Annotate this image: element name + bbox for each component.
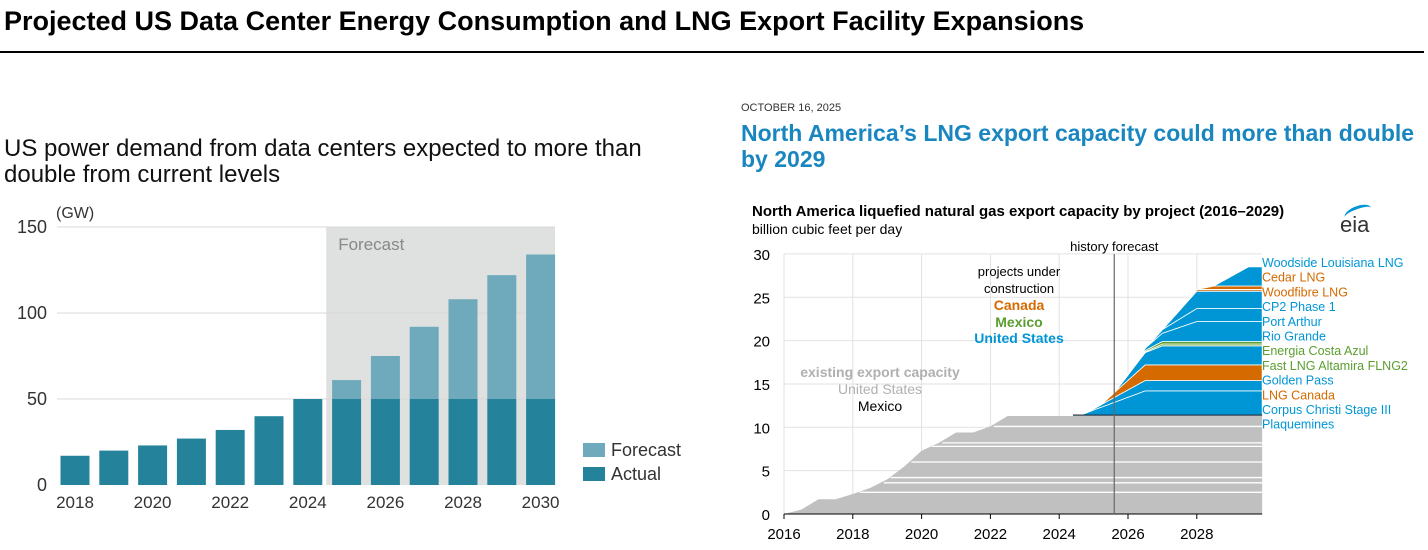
bar-actual-2027 [409, 399, 439, 485]
x-tick-label: 2028 [1180, 526, 1213, 543]
annotation-canada: Canada [994, 297, 1045, 313]
legend-label-project: Fast LNG Altamira FLNG2 [1262, 359, 1408, 373]
x-tick-label: 2022 [974, 526, 1007, 543]
legend-label-project: Energia Costa Azul [1262, 344, 1368, 358]
y-tick-label: 15 [753, 377, 770, 394]
y-tick-label: 5 [762, 464, 770, 481]
y-tick-label: 50 [27, 389, 47, 409]
y-tick-label: 100 [17, 303, 47, 323]
existing-capacity-area [784, 416, 1263, 514]
legend-label-project: Plaquemines [1262, 418, 1334, 432]
right-chart-headline: North America’s LNG export capacity coul… [741, 120, 1415, 172]
left-chart-headline: US power demand from data centers expect… [4, 135, 642, 188]
bar-forecast-2028 [448, 299, 478, 399]
legend-label-project: Golden Pass [1262, 374, 1334, 388]
x-tick-label: 2020 [905, 526, 938, 543]
legend-label-forecast: Forecast [611, 440, 681, 460]
bar-actual-2023 [254, 416, 284, 485]
project-area-plaquemines [1072, 390, 1263, 416]
legend-label-project: Corpus Christi Stage III [1262, 403, 1391, 417]
x-tick-label: 2024 [1043, 526, 1076, 543]
bar-forecast-2026 [370, 356, 400, 399]
y-tick-label: 25 [753, 290, 770, 307]
annotation-mexico: Mexico [995, 314, 1042, 330]
y-tick-label: 30 [753, 247, 770, 264]
bar-actual-2029 [487, 399, 517, 485]
x-tick-label: 2016 [767, 526, 800, 543]
legend-swatch-forecast [583, 443, 605, 457]
legend-label-project: Woodfibre LNG [1262, 285, 1348, 299]
lng-chart-unit: billion cubic feet per day [752, 221, 903, 237]
annotation-existing-mexico: Mexico [858, 398, 903, 414]
project-area-woodside-louisiana-lng [1072, 266, 1263, 416]
legend-label-project: CP2 Phase 1 [1262, 300, 1336, 314]
x-tick-label: 2026 [1111, 526, 1144, 543]
x-tick-label: 2028 [444, 493, 482, 512]
y-tick-label: 0 [762, 507, 770, 524]
eia-logo: eia [1340, 201, 1374, 238]
x-tick-label: 2026 [366, 493, 404, 512]
bar-actual-2021 [176, 438, 206, 485]
bar-actual-2019 [99, 450, 129, 485]
bar-actual-2030 [526, 399, 556, 485]
annotation-existing-us: United States [838, 381, 922, 397]
legend-label-project: Cedar LNG [1262, 271, 1325, 285]
annotation-existing: existing export capacity [800, 364, 960, 380]
legend-label-project: Woodside Louisiana LNG [1262, 256, 1404, 270]
y-tick-label: 150 [17, 217, 47, 237]
y-axis-unit: (GW) [56, 205, 94, 222]
annotation-under-construction: projects under [978, 264, 1061, 279]
bar-actual-2018 [60, 455, 90, 485]
x-tick-label: 2030 [522, 493, 560, 512]
article-date: OCTOBER 16, 2025 [741, 102, 842, 114]
x-tick-label: 2018 [836, 526, 869, 543]
title-divider [0, 51, 1424, 53]
annotation-united-states: United States [974, 330, 1064, 346]
bar-forecast-2025 [332, 380, 362, 399]
bar-actual-2020 [138, 445, 168, 485]
lng-chart-title: North America liquefied natural gas expo… [752, 203, 1285, 220]
bar-forecast-2030 [526, 254, 556, 399]
bar-actual-2022 [215, 429, 245, 485]
legend-label-project: Port Arthur [1262, 315, 1322, 329]
y-tick-label: 20 [753, 334, 770, 351]
history-forecast-label: history forecast [1070, 239, 1159, 254]
legend-label-project: Rio Grande [1262, 330, 1326, 344]
legend-label-actual: Actual [611, 464, 661, 484]
x-tick-label: 2022 [211, 493, 249, 512]
forecast-region [326, 227, 555, 485]
bar-actual-2028 [448, 399, 478, 485]
bar-forecast-2029 [487, 275, 517, 399]
legend-swatch-actual [583, 467, 605, 481]
y-tick-label: 10 [753, 420, 770, 437]
annotation-under-construction: construction [984, 281, 1054, 296]
bar-forecast-2027 [409, 326, 439, 399]
bar-actual-2024 [293, 399, 323, 485]
x-tick-label: 2024 [289, 493, 327, 512]
bar-actual-2026 [370, 399, 400, 485]
forecast-region-label: Forecast [338, 235, 404, 254]
y-tick-label: 0 [37, 475, 47, 495]
x-tick-label: 2018 [56, 493, 94, 512]
page-title: Projected US Data Center Energy Consumpt… [4, 6, 1085, 36]
legend-label-project: LNG Canada [1262, 388, 1335, 402]
bar-actual-2025 [332, 399, 362, 485]
x-tick-label: 2020 [134, 493, 172, 512]
